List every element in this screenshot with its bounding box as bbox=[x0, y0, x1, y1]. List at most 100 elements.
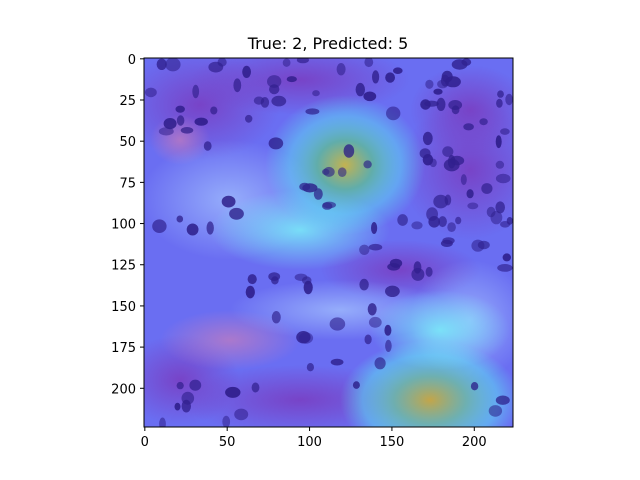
x-tick-label: 50 bbox=[219, 435, 236, 450]
nucleus bbox=[286, 76, 297, 83]
nucleus bbox=[294, 273, 308, 281]
nucleus bbox=[419, 148, 431, 159]
nucleus bbox=[176, 215, 184, 223]
nucleus bbox=[271, 95, 287, 107]
nucleus bbox=[186, 223, 199, 236]
y-tick-label: 175 bbox=[111, 341, 136, 356]
nucleus bbox=[217, 58, 227, 67]
nucleus bbox=[268, 137, 284, 150]
x-axis: 0 50 100 150 200 bbox=[141, 427, 487, 450]
nucleus bbox=[384, 324, 392, 336]
nucleus bbox=[490, 210, 503, 225]
nucleus bbox=[312, 90, 320, 97]
nucleus bbox=[479, 118, 488, 126]
nucleus bbox=[359, 278, 369, 291]
nucleus bbox=[296, 331, 311, 344]
nucleus bbox=[425, 79, 434, 89]
nucleus bbox=[222, 415, 231, 427]
nucleus bbox=[444, 194, 452, 206]
nucleus bbox=[192, 84, 200, 99]
nucleus bbox=[163, 118, 177, 130]
nucleus bbox=[306, 363, 314, 372]
nucleus bbox=[221, 195, 236, 208]
nucleus bbox=[411, 221, 423, 230]
nucleus bbox=[497, 264, 513, 272]
nucleus bbox=[455, 216, 462, 225]
nucleus bbox=[488, 405, 503, 417]
nucleus bbox=[393, 67, 403, 74]
nucleus bbox=[156, 58, 167, 70]
nucleus bbox=[463, 123, 474, 131]
nucleus bbox=[174, 402, 181, 411]
nucleus bbox=[234, 408, 249, 421]
nucleus bbox=[271, 311, 281, 324]
nucleus bbox=[203, 141, 212, 151]
x-tick-label: 100 bbox=[297, 435, 322, 450]
plot-title: True: 2, Predicted: 5 bbox=[247, 34, 409, 53]
nucleus bbox=[433, 194, 449, 209]
nucleus bbox=[251, 382, 260, 393]
nucleus bbox=[495, 173, 511, 184]
nucleus bbox=[447, 222, 456, 233]
nucleus bbox=[298, 332, 314, 344]
nucleus bbox=[229, 207, 244, 220]
cell-nuclei bbox=[145, 58, 513, 427]
nucleus bbox=[242, 65, 252, 78]
nucleus bbox=[268, 272, 281, 281]
nucleus bbox=[496, 98, 503, 108]
y-tick-label: 0 bbox=[128, 53, 136, 68]
y-tick-label: 200 bbox=[111, 382, 136, 397]
nucleus bbox=[397, 214, 408, 226]
nucleus bbox=[189, 379, 202, 391]
nucleus bbox=[364, 334, 372, 345]
nucleus bbox=[385, 339, 392, 352]
nucleus bbox=[253, 96, 265, 105]
nucleus bbox=[495, 160, 505, 169]
nucleus bbox=[159, 417, 166, 427]
nucleus bbox=[299, 182, 311, 191]
nucleus bbox=[471, 239, 485, 252]
nucleus bbox=[389, 258, 403, 268]
x-tick-label: 150 bbox=[380, 435, 405, 450]
nucleus bbox=[282, 58, 291, 67]
nucleus bbox=[497, 90, 504, 98]
nucleus bbox=[372, 70, 380, 84]
nucleus bbox=[374, 357, 386, 370]
nucleus bbox=[336, 62, 346, 76]
y-tick-label: 125 bbox=[111, 259, 136, 274]
nucleus bbox=[442, 237, 455, 245]
nucleus bbox=[450, 155, 465, 166]
nucleus bbox=[245, 114, 253, 123]
nucleus bbox=[413, 261, 422, 274]
nucleus bbox=[330, 358, 344, 366]
nucleus bbox=[313, 188, 323, 200]
nucleus bbox=[363, 91, 377, 102]
nucleus bbox=[152, 219, 167, 233]
nucleus bbox=[352, 381, 360, 389]
nucleus bbox=[495, 135, 502, 149]
nucleus bbox=[267, 75, 282, 88]
nucleus bbox=[337, 167, 347, 177]
nucleus bbox=[422, 131, 433, 146]
nucleus bbox=[355, 82, 365, 97]
nucleus bbox=[451, 105, 460, 115]
nucleus bbox=[428, 216, 441, 228]
nucleus bbox=[210, 106, 218, 115]
nucleus bbox=[436, 97, 446, 111]
nucleus bbox=[440, 74, 450, 87]
nucleus bbox=[305, 108, 320, 115]
x-tick-label: 200 bbox=[462, 435, 487, 450]
y-tick-label: 75 bbox=[119, 176, 136, 191]
axes-frame bbox=[143, 57, 514, 428]
nucleus bbox=[206, 221, 214, 235]
nucleus bbox=[495, 201, 506, 214]
nucleus bbox=[194, 117, 208, 126]
nucleus bbox=[506, 217, 513, 225]
x-tick-label: 0 bbox=[141, 435, 149, 450]
nucleus bbox=[329, 317, 346, 331]
nucleus bbox=[176, 381, 184, 390]
nucleus bbox=[461, 58, 472, 66]
nucleus bbox=[502, 253, 511, 262]
